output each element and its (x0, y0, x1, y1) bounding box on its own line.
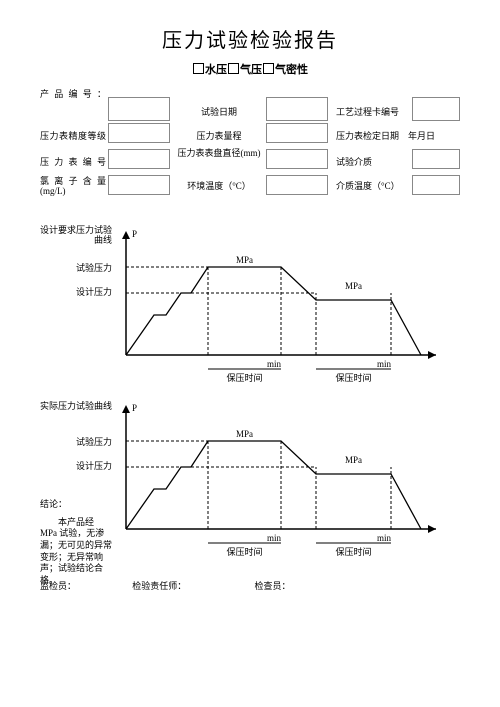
label-gauge-no: 压力表编号 (40, 155, 106, 168)
field-2-3[interactable] (266, 149, 328, 169)
signer-checker: 检查员： (255, 579, 291, 592)
field-2-1[interactable] (266, 97, 328, 121)
signer-engineer: 检验责任师： (132, 579, 252, 592)
field-1-3[interactable] (108, 149, 170, 169)
label-cal-date: 压力表检定日期 年月日 (336, 129, 435, 142)
label-env-temp: 环境温度（°C） (176, 179, 262, 192)
checkbox-tight[interactable] (263, 63, 274, 74)
label-range: 压力表量程 (176, 129, 262, 142)
svg-text:MPa: MPa (345, 455, 362, 465)
report-title: 压力试验检验报告 (40, 24, 460, 53)
label-medium: 试验介质 (336, 155, 372, 168)
svg-text:P: P (132, 403, 137, 413)
svg-text:保压时间: 保压时间 (335, 372, 371, 383)
conclusion: 结论： 本产品经 MPa 试验，无渗 漏；无可见的异常 变形；无异常响 声；试验… (40, 499, 116, 587)
svg-text:min: min (267, 533, 282, 543)
svg-text:MPa: MPa (236, 429, 253, 439)
svg-text:min: min (267, 359, 282, 369)
label-dial: 压力表表盘直径(mm) (176, 149, 262, 159)
field-1-1[interactable] (108, 97, 170, 121)
svg-text:min: min (377, 533, 392, 543)
label-gauge-grade: 压力表精度等级 (40, 129, 106, 142)
svg-text:保压时间: 保压时间 (335, 546, 371, 557)
label-medium-temp: 介质温度（°C） (336, 179, 400, 192)
svg-text:保压时间: 保压时间 (226, 546, 262, 557)
field-2-2[interactable] (266, 123, 328, 143)
field-2-4[interactable] (266, 175, 328, 195)
field-3-1[interactable] (412, 97, 460, 121)
field-3-3[interactable] (412, 149, 460, 169)
chart-svg-1: P MPa MPa min min 保压时间 保压时间 (116, 225, 456, 395)
chart-design: 设计要求压力试验曲线 试验压力 设计压力 P MPa MPa min min (40, 225, 460, 395)
chart-svg-2: P MPa MPa min min 保压时间 保压时间 (116, 399, 456, 569)
svg-text:MPa: MPa (345, 281, 362, 291)
svg-text:MPa: MPa (236, 255, 253, 265)
label-card-no: 工艺过程卡编号 (336, 105, 399, 118)
checkbox-air[interactable] (228, 63, 239, 74)
chart-actual: 实际压力试验曲线 试验压力 设计压力 P MPa MPa min min 保压时… (40, 399, 460, 569)
label-test-date: 试验日期 (176, 105, 262, 118)
svg-text:P: P (132, 229, 137, 239)
field-1-4[interactable] (108, 175, 170, 195)
field-3-4[interactable] (412, 175, 460, 195)
svg-text:min: min (377, 359, 392, 369)
subtitle: 水压气压气密性 (40, 61, 460, 77)
field-1-2[interactable] (108, 123, 170, 143)
form-grid: 产品编号： 压力表精度等级 压力表编号 氯离子含量(mg/L) 试验日期 压力表… (40, 87, 460, 217)
label-product-no: 产品编号： (40, 87, 106, 100)
checkbox-water[interactable] (193, 63, 204, 74)
label-cl-content: 氯离子含量(mg/L) (40, 177, 106, 197)
svg-text:保压时间: 保压时间 (226, 372, 262, 383)
